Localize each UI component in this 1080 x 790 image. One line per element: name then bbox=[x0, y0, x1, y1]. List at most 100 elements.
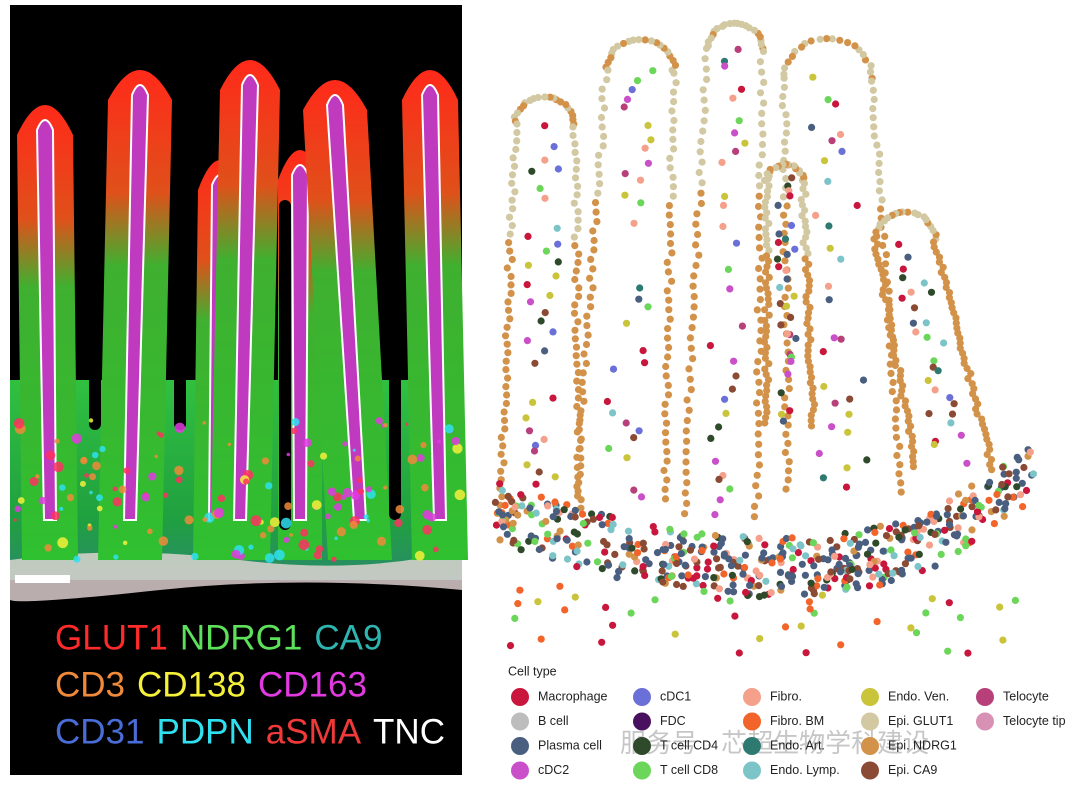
cell-dot bbox=[623, 454, 631, 462]
cell-dot bbox=[726, 485, 734, 493]
cell-dot bbox=[665, 306, 673, 314]
stain-spot bbox=[112, 486, 118, 492]
cell-dot bbox=[687, 386, 695, 394]
stain-spot bbox=[290, 427, 298, 435]
cell-dot bbox=[762, 414, 770, 422]
cell-dot bbox=[804, 271, 812, 279]
cell-dot bbox=[761, 349, 770, 357]
cell-dot bbox=[755, 233, 763, 242]
cell-dot bbox=[962, 542, 970, 550]
stain-spot bbox=[274, 549, 285, 561]
cell-dot bbox=[807, 417, 815, 425]
cell-dot bbox=[832, 100, 840, 108]
cell-dot bbox=[639, 563, 647, 571]
cell-dot bbox=[541, 309, 549, 317]
cell-dot bbox=[721, 192, 729, 200]
cell-dot bbox=[598, 638, 606, 646]
cell-dot bbox=[496, 480, 504, 488]
cell-dot bbox=[760, 78, 768, 86]
marker-label: CA9 bbox=[314, 618, 382, 657]
cell-dot bbox=[836, 568, 845, 576]
cell-dot bbox=[836, 130, 845, 139]
legend-label: Macrophage bbox=[538, 689, 608, 703]
cell-dot bbox=[761, 203, 769, 211]
stain-spot bbox=[217, 494, 226, 503]
cell-dot bbox=[818, 591, 827, 599]
cell-dot bbox=[499, 523, 508, 531]
cell-dot bbox=[805, 282, 813, 290]
cell-dot bbox=[503, 264, 511, 272]
cell-dot bbox=[870, 123, 878, 131]
cell-dot bbox=[785, 458, 793, 466]
cell-dot bbox=[779, 92, 787, 101]
cell-dot bbox=[518, 502, 526, 510]
cell-dot bbox=[1012, 474, 1020, 482]
cell-dot bbox=[920, 213, 928, 221]
stain-spot bbox=[87, 525, 93, 531]
cell-dot bbox=[897, 488, 905, 496]
cell-dot bbox=[762, 577, 770, 585]
cell-dot bbox=[589, 227, 597, 235]
cell-dot bbox=[498, 486, 506, 495]
stain-spot bbox=[250, 515, 262, 527]
cell-dot bbox=[689, 313, 698, 321]
cell-dot bbox=[636, 176, 645, 184]
cell-dot bbox=[627, 609, 635, 617]
cell-dot bbox=[596, 180, 604, 188]
cell-dot bbox=[503, 391, 511, 399]
cell-dot bbox=[923, 333, 931, 341]
cell-dot bbox=[641, 144, 649, 152]
stain-spot bbox=[96, 505, 103, 512]
cell-dot bbox=[669, 173, 677, 181]
cell-dot bbox=[497, 467, 505, 475]
cell-dot bbox=[810, 400, 819, 408]
cell-dot bbox=[780, 74, 788, 82]
stain-spot bbox=[158, 536, 169, 546]
cell-dot bbox=[665, 343, 673, 352]
stain-spot bbox=[13, 418, 25, 429]
cell-dot bbox=[506, 230, 514, 238]
cell-dot bbox=[653, 549, 662, 557]
stain-spot bbox=[71, 433, 82, 444]
stain-spot bbox=[261, 457, 269, 465]
stain-spot bbox=[54, 438, 60, 444]
cell-dot bbox=[525, 427, 534, 435]
cell-dot bbox=[892, 433, 901, 441]
stain-spot bbox=[184, 515, 194, 525]
cell-dot bbox=[927, 288, 936, 296]
cell-dot bbox=[664, 325, 672, 333]
cell-dot bbox=[615, 567, 623, 576]
stain-spot bbox=[289, 533, 293, 537]
cell-dot bbox=[731, 129, 739, 137]
stain-spot bbox=[59, 506, 64, 511]
cell-dot bbox=[507, 272, 515, 281]
stain-spot bbox=[96, 494, 103, 502]
cell-dot bbox=[945, 521, 954, 529]
cell-dot bbox=[791, 245, 799, 253]
cell-dot bbox=[579, 369, 587, 377]
cell-dot bbox=[783, 275, 791, 283]
cell-dot bbox=[549, 513, 557, 521]
cell-dot bbox=[553, 535, 561, 543]
cell-dot bbox=[526, 504, 534, 512]
cell-dot bbox=[843, 464, 851, 472]
legend-label: cDC2 bbox=[538, 763, 569, 777]
cell-dot bbox=[544, 530, 552, 538]
cell-dot bbox=[784, 439, 792, 447]
cell-dot bbox=[609, 365, 618, 373]
stain-spot bbox=[352, 448, 356, 452]
cell-dot bbox=[587, 303, 595, 311]
cell-dot bbox=[696, 148, 704, 156]
cell-dot bbox=[622, 419, 630, 427]
stain-spot bbox=[354, 455, 361, 462]
cell-dot bbox=[605, 444, 613, 453]
cell-dot bbox=[826, 536, 834, 545]
cell-dot bbox=[1005, 470, 1013, 478]
cell-dot bbox=[570, 233, 578, 241]
stain-spot bbox=[45, 450, 56, 461]
cell-dot bbox=[573, 563, 581, 571]
cell-dot bbox=[700, 587, 708, 596]
cell-dot bbox=[920, 279, 928, 287]
cell-dot bbox=[752, 567, 760, 575]
